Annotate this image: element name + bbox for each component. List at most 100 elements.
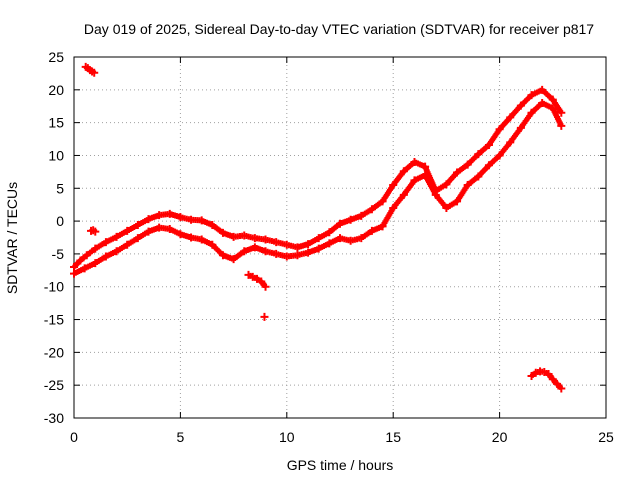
data-point — [82, 251, 91, 260]
data-point — [367, 226, 376, 235]
data-point — [304, 248, 313, 257]
data-point — [176, 213, 185, 222]
y-tick-label: -10 — [44, 279, 64, 295]
data-point — [527, 371, 536, 380]
data-point — [421, 171, 430, 180]
data-point — [474, 150, 483, 159]
x-tick-label: 20 — [492, 429, 508, 445]
data-point — [506, 113, 515, 122]
data-point — [293, 243, 302, 252]
data-point — [484, 161, 493, 170]
data-point — [548, 104, 557, 113]
data-point — [112, 232, 121, 241]
data-point — [91, 227, 100, 236]
data-point — [453, 168, 462, 177]
x-tick-label: 25 — [598, 429, 614, 445]
data-point — [101, 238, 110, 247]
data-point — [474, 172, 483, 181]
y-tick-label: -20 — [44, 344, 64, 360]
data-point — [346, 236, 355, 245]
data-point — [76, 256, 85, 265]
data-point — [155, 223, 164, 232]
data-point — [248, 272, 257, 281]
data-point — [527, 108, 536, 117]
data-point — [133, 234, 142, 243]
data-point — [548, 375, 557, 384]
data-point — [282, 252, 291, 261]
data-point — [410, 158, 419, 167]
data-point — [187, 233, 196, 242]
y-tick-label: -5 — [52, 246, 65, 262]
x-tick-label: 5 — [177, 429, 185, 445]
data-point — [229, 232, 238, 241]
x-tick-label: 10 — [279, 429, 295, 445]
data-point — [240, 247, 249, 256]
data-point — [90, 68, 99, 77]
data-point — [282, 240, 291, 249]
data-point — [250, 243, 259, 252]
series-main-trace-upper — [70, 85, 566, 272]
data-point — [70, 269, 78, 278]
data-point — [378, 222, 387, 231]
grid — [74, 57, 606, 418]
data-point — [540, 368, 549, 377]
data-point — [165, 209, 174, 218]
data-point — [314, 244, 323, 253]
data-point — [553, 379, 562, 388]
y-tick-label: -15 — [44, 312, 64, 328]
data-point — [399, 190, 408, 199]
data-point — [80, 264, 89, 273]
data-point — [557, 121, 566, 130]
data-point — [123, 240, 132, 249]
data-point — [325, 228, 334, 237]
data-point — [463, 160, 472, 169]
data-point — [410, 176, 419, 185]
data-point — [208, 221, 217, 230]
data-point — [261, 247, 270, 256]
data-point — [155, 211, 164, 220]
series-isolated-point — [260, 312, 269, 321]
data-point — [357, 211, 366, 220]
data-point — [463, 180, 472, 189]
data-point — [484, 140, 493, 149]
x-tick-label: 15 — [385, 429, 401, 445]
data-point — [218, 228, 227, 237]
data-point — [389, 203, 398, 212]
data-point — [197, 235, 206, 244]
data-point — [176, 230, 185, 239]
data-point — [208, 240, 217, 249]
series-early-outlier-top — [81, 62, 99, 77]
data-point — [144, 215, 153, 224]
data-point — [123, 226, 132, 235]
data-point — [544, 370, 553, 379]
data-point — [516, 123, 525, 132]
y-tick-label: -30 — [44, 410, 64, 426]
data-point — [538, 85, 547, 94]
y-tick-label: 20 — [48, 82, 64, 98]
data-point — [261, 235, 270, 244]
x-axis-label: GPS time / hours — [287, 457, 394, 473]
data-point — [516, 101, 525, 110]
data-layer — [70, 62, 566, 393]
tick-layer: -30 -25 -20 -15 -10 -5 0 5 10 15 20 25 0 5 10 15 20 25 — [44, 49, 614, 445]
y-tick-label: 10 — [48, 147, 64, 163]
data-point — [112, 247, 121, 256]
data-point — [548, 95, 557, 104]
data-point — [531, 368, 540, 377]
data-point — [378, 197, 387, 206]
series-late-negative-arc — [527, 367, 566, 393]
data-point — [293, 251, 302, 260]
y-tick-label: 0 — [56, 213, 64, 229]
data-point — [187, 215, 196, 224]
data-point — [325, 239, 334, 248]
plot-frame — [73, 56, 607, 419]
data-point — [257, 277, 266, 286]
chart-title: Day 019 of 2025, Sidereal Day-to-day VTE… — [84, 21, 594, 37]
data-point — [557, 108, 566, 117]
x-tick-label: 0 — [70, 429, 78, 445]
data-point — [314, 234, 323, 243]
data-point — [240, 231, 249, 240]
data-point — [261, 282, 270, 291]
data-point — [495, 125, 504, 134]
